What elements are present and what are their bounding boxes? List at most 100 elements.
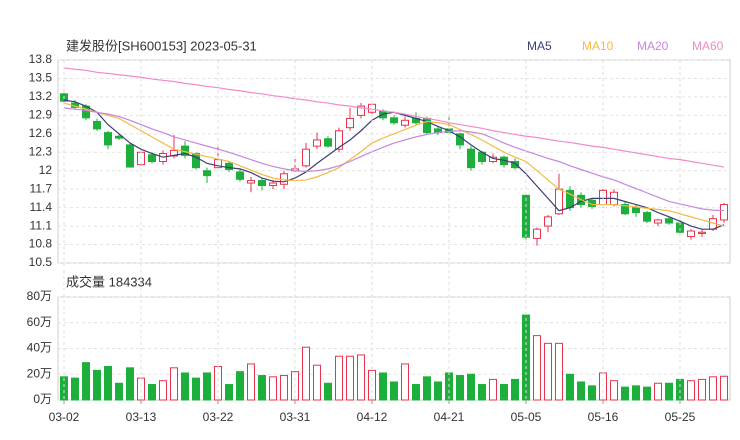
volume-bar: [544, 342, 552, 401]
volume-bar: [500, 384, 508, 401]
y-tick-label: 10.8: [29, 237, 53, 251]
price-frame: [57, 59, 731, 264]
y-tick-label: 0万: [33, 392, 52, 406]
y-tick-label: 60万: [27, 315, 52, 329]
candle-body: [654, 219, 662, 224]
x-tick-label: 05-05: [511, 410, 542, 424]
volume-bar: [698, 378, 706, 401]
volume-bar: [621, 386, 629, 401]
x-tick-label: 03-13: [126, 410, 157, 424]
candle-body: [269, 182, 277, 186]
candle-body: [632, 207, 640, 214]
x-tick-label: 03-02: [49, 410, 80, 424]
y-tick-label: 20万: [27, 366, 52, 380]
candle-body: [302, 148, 310, 167]
volume-bar: [687, 380, 695, 401]
y-tick-label: 11.4: [30, 200, 53, 214]
y-tick-label: 13.8: [29, 52, 53, 66]
volume-bar: [379, 372, 387, 401]
candle-body: [533, 228, 541, 239]
candle-body: [247, 180, 255, 184]
candle-body: [313, 139, 321, 147]
volume-bar: [324, 382, 332, 401]
candle-body: [93, 121, 101, 130]
volume-bar: [225, 384, 233, 401]
y-tick-label: 12: [39, 163, 53, 177]
candle-body: [258, 180, 266, 186]
candle-body: [225, 162, 233, 170]
y-tick-label: 11.7: [30, 181, 53, 195]
volume-bar: [192, 377, 200, 401]
volume-bar: [401, 363, 409, 401]
candle-body: [126, 144, 134, 168]
y-tick-label: 12.3: [29, 144, 53, 158]
ma-line: [63, 67, 725, 168]
volume-bar: [93, 369, 101, 401]
ma-line: [63, 102, 725, 227]
candle-body: [467, 148, 475, 169]
volume-bar: [148, 384, 156, 401]
x-tick-label: 05-25: [665, 410, 696, 424]
volume-bar: [709, 376, 717, 401]
volume-bar: [170, 367, 178, 401]
volume-bar: [82, 362, 90, 401]
candle-body: [401, 119, 409, 126]
y-tick-label: 40万: [27, 341, 52, 355]
volume-bar: [159, 380, 167, 401]
volume-bar: [489, 378, 497, 401]
volume-bar: [115, 382, 123, 401]
volume-bar: [632, 385, 640, 401]
volume-bar: [236, 371, 244, 401]
volume-bar: [390, 381, 398, 401]
volume-bar: [522, 314, 530, 401]
candle-body: [544, 216, 552, 227]
candle-body: [104, 132, 112, 146]
volume-bar: [720, 375, 728, 401]
legend-entry: MA60: [692, 39, 724, 53]
volume-bar: [247, 363, 255, 401]
volume-bar: [269, 376, 277, 401]
legend-entry: MA5: [527, 39, 552, 53]
x-tick-label: 04-21: [434, 410, 465, 424]
candle-body: [357, 105, 365, 116]
x-tick-label: 04-12: [357, 410, 388, 424]
candle-body: [335, 130, 343, 150]
volume-bar: [577, 381, 585, 401]
candle-body: [390, 117, 398, 124]
candle-body: [687, 230, 695, 238]
volume-bar: [566, 373, 574, 401]
candle-body: [170, 149, 178, 157]
volume-bar: [71, 377, 79, 401]
volume-bar: [346, 355, 354, 401]
y-tick-label: 12.9: [29, 108, 53, 122]
y-tick-label: 13.5: [29, 71, 53, 85]
candle-body: [192, 153, 200, 169]
x-tick-label: 03-22: [203, 410, 234, 424]
y-tick-label: 11.1: [30, 218, 53, 232]
y-tick-label: 10.5: [29, 255, 53, 269]
volume-bar: [588, 385, 596, 401]
volume-bar: [555, 342, 563, 401]
chart-title: 建发股份[SH600153] 2023-05-31: [66, 38, 257, 53]
volume-bar: [478, 384, 486, 401]
candle-body: [346, 117, 354, 129]
legend-entry: MA20: [637, 39, 669, 53]
volume-bar: [214, 366, 222, 401]
volume-bar: [335, 355, 343, 401]
candle-body: [665, 218, 673, 224]
volume-bar: [456, 375, 464, 401]
volume-bar: [665, 382, 673, 401]
y-tick-label: 13.2: [29, 89, 53, 103]
volume-bar: [412, 384, 420, 401]
y-tick-label: 12.6: [29, 126, 53, 140]
volume-bar: [467, 373, 475, 401]
volume-bar: [280, 375, 288, 401]
candle-body: [511, 161, 519, 169]
volume-bar: [533, 335, 541, 401]
candle-body: [643, 212, 651, 222]
volume-bar: [258, 375, 266, 401]
x-tick-label: 03-31: [280, 410, 311, 424]
candle-body: [324, 138, 332, 147]
candle-body: [698, 231, 706, 234]
